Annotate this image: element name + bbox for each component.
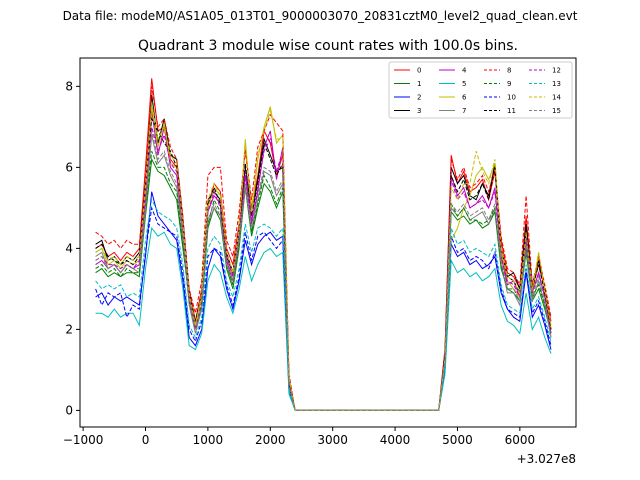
x-tick-label: 4000 bbox=[380, 433, 411, 447]
legend-box bbox=[388, 61, 573, 119]
y-tick-label: 8 bbox=[65, 79, 73, 93]
x-axis-ticks: −1000 0 1000 2000 3000 4000 5000 6000 bbox=[63, 427, 535, 447]
series-line-8 bbox=[95, 86, 552, 411]
plot-area: −1000 0 1000 2000 3000 4000 5000 6000 0 2 4 6 8 +3.… bbox=[63, 57, 577, 466]
legend-label-8: 8 bbox=[507, 67, 511, 75]
axes-frame bbox=[79, 57, 577, 428]
legend-label-14: 14 bbox=[552, 94, 561, 102]
y-tick-label: 2 bbox=[65, 322, 73, 336]
x-tick-label: 5000 bbox=[442, 433, 473, 447]
legend-label-4: 4 bbox=[462, 67, 467, 75]
y-tick-label: 6 bbox=[65, 160, 73, 174]
x-tick-label: 6000 bbox=[505, 433, 536, 447]
legend-label-11: 11 bbox=[507, 107, 516, 115]
legend-label-7: 7 bbox=[462, 107, 466, 115]
chart-title: Quadrant 3 module wise count rates with … bbox=[138, 38, 518, 54]
x-tick-label: 1000 bbox=[193, 433, 224, 447]
y-tick-label: 0 bbox=[65, 403, 73, 417]
legend-label-10: 10 bbox=[507, 94, 516, 102]
legend-label-3: 3 bbox=[417, 107, 421, 115]
legend-label-2: 2 bbox=[417, 94, 421, 102]
series-layer bbox=[95, 78, 552, 411]
legend-label-13: 13 bbox=[552, 80, 561, 88]
legend-label-1: 1 bbox=[417, 80, 421, 88]
x-tick-label: −1000 bbox=[63, 433, 104, 447]
legend-label-9: 9 bbox=[507, 80, 511, 88]
x-axis-offset-label: +3.027e8 bbox=[517, 452, 576, 466]
x-tick-label: 0 bbox=[142, 433, 150, 447]
y-tick-label: 4 bbox=[65, 241, 73, 255]
x-tick-label: 2000 bbox=[255, 433, 286, 447]
legend-label-0: 0 bbox=[417, 67, 421, 75]
legend-label-12: 12 bbox=[552, 67, 561, 75]
series-line-15 bbox=[95, 130, 552, 411]
y-axis-ticks: 0 2 4 6 8 bbox=[65, 79, 80, 417]
legend-label-5: 5 bbox=[462, 80, 466, 88]
legend-label-15: 15 bbox=[552, 107, 561, 115]
legend-label-6: 6 bbox=[462, 94, 467, 102]
x-tick-label: 3000 bbox=[317, 433, 348, 447]
data-file-suptitle: Data file: modeM0/AS1A05_013T01_90000030… bbox=[63, 9, 578, 23]
